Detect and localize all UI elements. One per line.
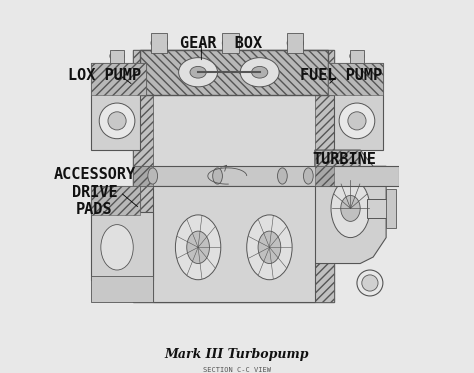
- FancyBboxPatch shape: [133, 50, 153, 303]
- Ellipse shape: [287, 37, 303, 49]
- Ellipse shape: [252, 66, 268, 78]
- Bar: [151, 33, 167, 53]
- Text: ACCESSORY
DRIVE
PADS: ACCESSORY DRIVE PADS: [53, 167, 136, 217]
- FancyBboxPatch shape: [91, 186, 140, 215]
- Ellipse shape: [110, 51, 124, 61]
- Ellipse shape: [331, 179, 370, 238]
- Text: Mark III Turbopump: Mark III Turbopump: [165, 348, 309, 361]
- Ellipse shape: [179, 58, 218, 87]
- Polygon shape: [91, 63, 146, 150]
- Polygon shape: [91, 186, 153, 280]
- Text: GEAR  BOX: GEAR BOX: [180, 35, 262, 51]
- FancyBboxPatch shape: [315, 150, 360, 182]
- Bar: [287, 33, 303, 53]
- Ellipse shape: [341, 195, 360, 222]
- Ellipse shape: [303, 168, 313, 184]
- Ellipse shape: [213, 168, 222, 184]
- FancyBboxPatch shape: [140, 50, 328, 95]
- Ellipse shape: [350, 51, 364, 61]
- Ellipse shape: [247, 215, 292, 280]
- Polygon shape: [328, 63, 383, 150]
- Bar: [367, 199, 392, 218]
- Bar: [91, 276, 153, 303]
- FancyBboxPatch shape: [315, 166, 334, 186]
- Ellipse shape: [151, 37, 167, 49]
- Bar: [140, 50, 328, 95]
- FancyBboxPatch shape: [133, 166, 153, 186]
- Polygon shape: [315, 150, 386, 264]
- Ellipse shape: [222, 37, 238, 49]
- Ellipse shape: [348, 112, 366, 130]
- Bar: [153, 186, 315, 303]
- Text: TURBINE: TURBINE: [312, 152, 376, 167]
- Text: FUEL PUMP: FUEL PUMP: [300, 68, 382, 83]
- Ellipse shape: [175, 215, 221, 280]
- Ellipse shape: [99, 103, 135, 139]
- Ellipse shape: [190, 66, 206, 78]
- Text: SECTION C-C VIEW: SECTION C-C VIEW: [203, 367, 271, 373]
- Bar: [133, 166, 399, 186]
- Ellipse shape: [108, 112, 126, 130]
- Bar: [350, 50, 364, 63]
- Bar: [110, 50, 124, 63]
- Ellipse shape: [101, 225, 133, 270]
- FancyBboxPatch shape: [315, 50, 334, 303]
- Ellipse shape: [362, 275, 378, 291]
- Ellipse shape: [148, 168, 157, 184]
- FancyBboxPatch shape: [91, 63, 146, 95]
- FancyBboxPatch shape: [328, 63, 383, 95]
- Ellipse shape: [258, 231, 281, 264]
- Ellipse shape: [339, 103, 375, 139]
- Text: LOX PUMP: LOX PUMP: [68, 68, 141, 83]
- Bar: [222, 33, 238, 53]
- Bar: [386, 189, 396, 228]
- Bar: [133, 50, 334, 303]
- Ellipse shape: [277, 168, 287, 184]
- Ellipse shape: [187, 231, 210, 264]
- Ellipse shape: [240, 58, 279, 87]
